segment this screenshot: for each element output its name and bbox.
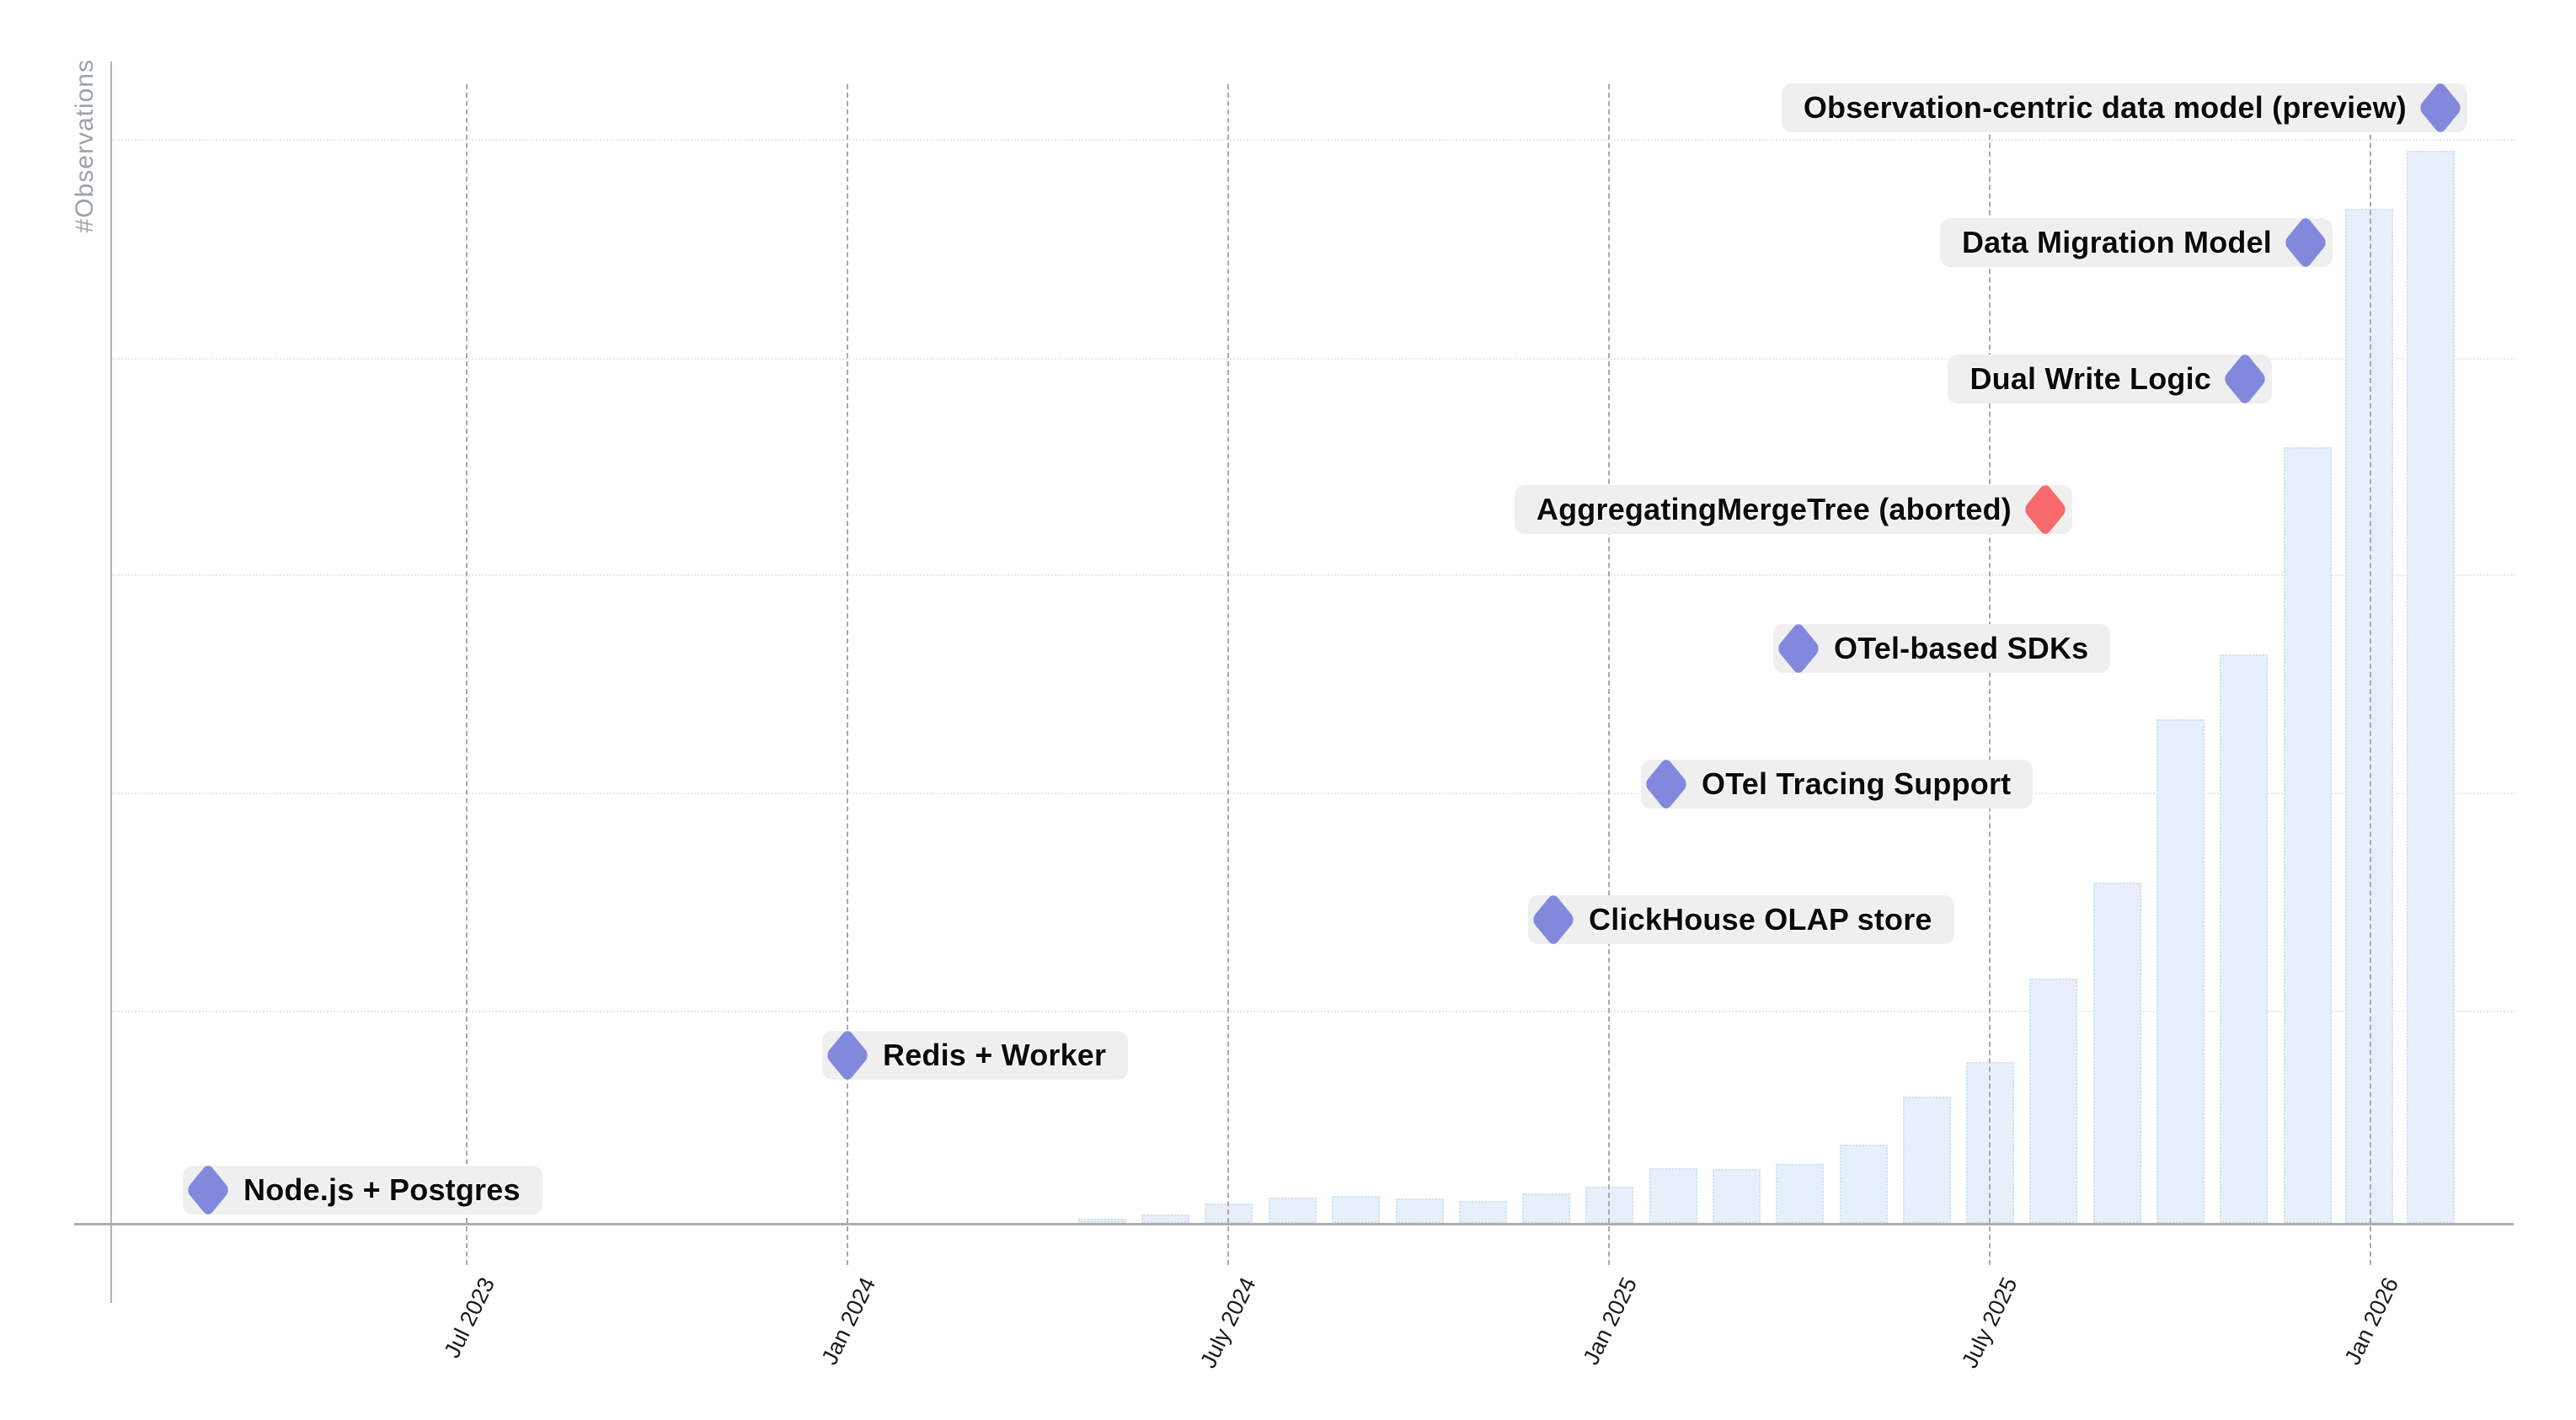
vertical-gridline (1989, 84, 1991, 1265)
y-axis-label: #Observations (71, 59, 99, 233)
bar (1269, 1198, 1317, 1223)
bar (1649, 1168, 1697, 1223)
milestone-label: AggregatingMergeTree (aborted) (1536, 492, 2012, 526)
bar (1840, 1145, 1888, 1223)
horizontal-gridline (112, 139, 2515, 141)
vertical-gridline (847, 84, 848, 1265)
x-axis-line (74, 1223, 2514, 1225)
milestone-label: Observation-centric data model (preview) (1803, 90, 2407, 125)
milestone-label: OTel Tracing Support (1702, 766, 2012, 801)
milestone-chip: Redis + Worker (822, 1031, 1129, 1080)
vertical-gridline (1227, 84, 1229, 1265)
bar (2220, 654, 2268, 1223)
horizontal-gridline (112, 358, 2515, 360)
milestone-chip: OTel-based SDKs (1773, 624, 2111, 673)
bar (2156, 719, 2205, 1223)
bar (2407, 151, 2455, 1223)
x-tick-label: Jul 2023 (439, 1273, 500, 1362)
x-tick-label: Jan 2024 (816, 1273, 880, 1369)
milestone-chip: OTel Tracing Support (1641, 760, 2034, 809)
vertical-gridline (1608, 84, 1610, 1265)
milestone-label: OTel-based SDKs (1834, 631, 2089, 665)
bar (1078, 1219, 1126, 1223)
bar (1713, 1169, 1761, 1223)
bar (2345, 209, 2393, 1223)
vertical-gridline (2370, 84, 2371, 1265)
bar (1332, 1196, 1380, 1223)
x-tick-label: Jan 2025 (1578, 1273, 1642, 1369)
horizontal-gridline (112, 574, 2515, 576)
bar (1459, 1201, 1507, 1223)
bar (2284, 447, 2332, 1223)
horizontal-gridline (112, 1011, 2515, 1012)
milestone-chip: AggregatingMergeTree (aborted) (1514, 485, 2072, 534)
bar (1141, 1214, 1189, 1223)
milestone-label: Node.js + Postgres (243, 1172, 521, 1207)
milestone-label: ClickHouse OLAP store (1589, 902, 1932, 937)
milestone-chip: Data Migration Model (1939, 218, 2333, 267)
y-axis-line (110, 61, 112, 1303)
milestone-chip: Observation-centric data model (preview) (1781, 83, 2467, 132)
milestone-label: Dual Write Logic (1969, 361, 2211, 396)
x-tick-label: Jan 2026 (2339, 1273, 2403, 1369)
milestone-chip: ClickHouse OLAP store (1528, 895, 1954, 944)
vertical-gridline (466, 84, 468, 1265)
bar (2029, 979, 2077, 1223)
x-tick-label: July 2024 (1195, 1273, 1261, 1373)
bar (1396, 1198, 1444, 1223)
milestone-chip: Dual Write Logic (1948, 355, 2272, 403)
horizontal-gridline (112, 793, 2515, 794)
milestone-chip: Node.js + Postgres (183, 1166, 542, 1214)
bar (1903, 1097, 1951, 1223)
bar (2093, 883, 2141, 1223)
milestone-label: Redis + Worker (883, 1038, 1107, 1072)
bar (1522, 1193, 1570, 1223)
x-tick-label: July 2025 (1957, 1273, 2023, 1373)
milestone-label: Data Migration Model (1961, 225, 2272, 259)
bar (1776, 1164, 1824, 1223)
